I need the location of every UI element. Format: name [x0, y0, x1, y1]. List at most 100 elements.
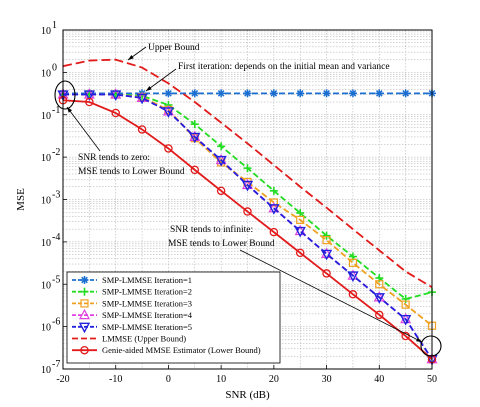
legend-label: Genie-aided MMSE Estimator (Lower Bound): [102, 345, 261, 355]
arrow-line: [66, 106, 101, 152]
data-point: [243, 207, 252, 216]
data-point: [216, 186, 226, 196]
y-tick-label: 10: [41, 365, 51, 376]
y-tick-exponent: -7: [52, 359, 60, 370]
data-point: [217, 142, 226, 151]
legend-marker: [80, 299, 89, 308]
data-point: [321, 247, 333, 259]
data-point: [347, 271, 359, 283]
legend: SMP-LMMSE Iteration=1 SMP-LMMSE Iteration…: [66, 271, 281, 364]
y-tick-exponent: 0: [52, 62, 57, 73]
y-tick-label: 10: [41, 68, 51, 79]
y-tick-exponent: -4: [52, 232, 60, 243]
data-point: [269, 227, 279, 237]
plot-frame: [62, 29, 433, 370]
annotation-inf1: SNR tends to infinite:: [170, 224, 253, 235]
y-tick-exponent: -2: [52, 147, 60, 158]
data-point: [215, 153, 227, 165]
y-tick-label: 10: [41, 153, 51, 164]
legend-box: [66, 271, 281, 364]
data-point: [375, 280, 384, 289]
data-point: [243, 164, 252, 173]
data-point: [85, 97, 94, 107]
data-point: [136, 93, 148, 105]
data-point: [322, 236, 331, 245]
series-line: [63, 93, 433, 327]
x-tick-label: 20: [269, 374, 279, 385]
x-tick-label: 30: [322, 374, 332, 385]
arrow-snr-zero: [66, 106, 101, 152]
data-point: [348, 290, 358, 299]
series-6: [62, 58, 433, 289]
highlight-ellipse-left: [54, 80, 76, 110]
series-line: [62, 99, 433, 360]
data-point: [322, 269, 331, 278]
arrow-head: [146, 86, 152, 91]
series-line: [62, 58, 433, 289]
marker-stroke: [191, 90, 199, 97]
legend-label: SMP-LMMSE Iteration=2: [102, 287, 192, 297]
data-point: [242, 178, 253, 190]
data-point: [217, 89, 226, 98]
data-point: [269, 198, 278, 207]
marker-stroke: [244, 90, 251, 97]
x-tick-label: -20: [56, 374, 69, 385]
annotation-zero2: MSE tends to Lower Bound: [78, 167, 185, 177]
data-point: [296, 215, 305, 225]
y-tick-exponent: -1: [52, 105, 60, 116]
arrow-upper-bound: [127, 46, 147, 61]
data-point: [190, 120, 199, 129]
marker-stroke: [375, 90, 383, 97]
data-point: [215, 155, 227, 167]
annotation-first: First iteration: depends on the initial …: [178, 62, 390, 72]
data-point: [190, 89, 199, 98]
arrow-first-iteration: [145, 68, 177, 92]
marker-stroke: [296, 90, 304, 97]
y-tick-label: 10: [41, 111, 51, 122]
data-point: [269, 89, 278, 98]
x-tick-label: 40: [374, 374, 384, 385]
legend-label: SMP-LMMSE Iteration=1: [102, 275, 192, 285]
legend-marker: [79, 308, 90, 320]
data-point: [295, 248, 305, 258]
data-point: [243, 89, 252, 98]
data-point: [322, 89, 331, 98]
legend-label: SMP-LMMSE Iteration=5: [102, 322, 192, 332]
data-point: [241, 180, 254, 192]
y-tick-exponent: -3: [52, 190, 60, 201]
data-point: [401, 300, 410, 309]
data-point: [348, 258, 358, 267]
data-point: [137, 125, 147, 134]
data-point: [400, 312, 412, 324]
x-tick-label: -10: [109, 374, 122, 385]
legend-marker: [80, 345, 89, 355]
highlight-ellipse-right: [420, 335, 442, 357]
x-tick-label: 50: [427, 374, 437, 385]
data-point: [296, 209, 305, 218]
annotation-upper: Upper Bound: [148, 43, 200, 53]
y-tick-label: 10: [41, 196, 51, 207]
annotation-zero1: SNR tends to zero:: [78, 153, 150, 163]
arrow-head: [416, 337, 422, 342]
legend-entry-6: LMMSE (Upper Bound): [72, 334, 186, 344]
y-axis-label: MSE: [15, 188, 27, 211]
annotations: Upper Bound First iteration: depends on t…: [54, 43, 442, 357]
marker-stroke: [349, 90, 357, 97]
data-point: [189, 130, 201, 142]
data-point: [189, 132, 201, 144]
y-tick-label: 10: [41, 26, 51, 37]
data-point: [110, 90, 122, 102]
marker-stroke: [323, 90, 330, 97]
data-point: [322, 231, 331, 240]
data-point: [111, 108, 120, 118]
x-axis-label: SNR (dB): [225, 389, 270, 401]
marker-stroke: [270, 90, 278, 97]
legend-entry-7: Genie-aided MMSE Estimator (Lower Bound): [72, 345, 261, 355]
marker-stroke: [402, 90, 409, 97]
y-tick-exponent: 1: [52, 20, 57, 31]
data-point: [164, 89, 173, 98]
data-point: [375, 89, 384, 98]
axis-ticks: -20 -10 0 10 20 30 40 5010-710-610-510-410-310-…: [41, 20, 437, 385]
data-point: [190, 165, 200, 175]
y-tick-exponent: -5: [52, 274, 60, 285]
